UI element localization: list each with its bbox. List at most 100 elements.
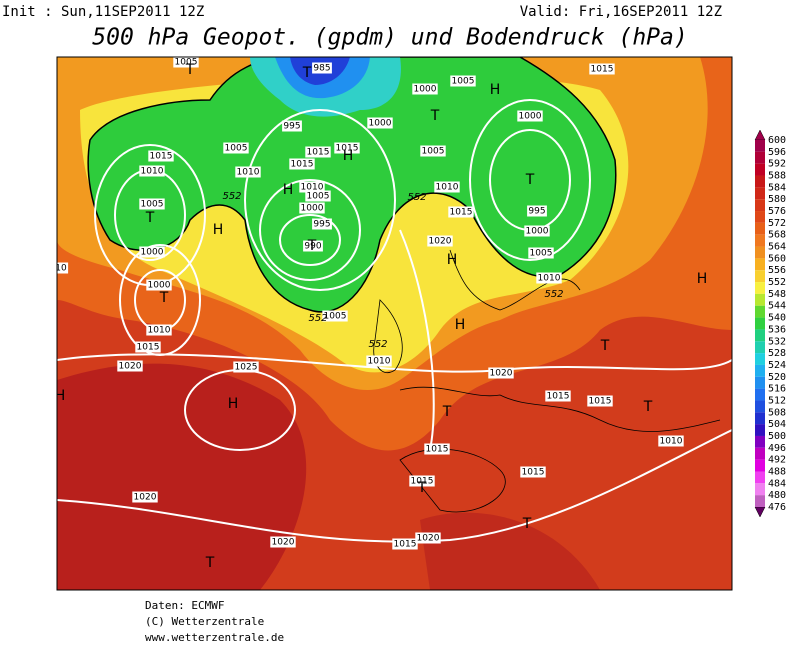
pressure-center: H: [228, 396, 239, 412]
pressure-center: T: [430, 108, 440, 124]
pressure-center: T: [417, 480, 427, 496]
isobar-label-box: [545, 390, 571, 402]
cbar-swatch: [755, 163, 765, 176]
isobar-label: 1010: [368, 357, 391, 367]
isobar-label-box: [139, 246, 165, 258]
isobar-label-box: [132, 491, 158, 503]
isobar-label: 1015: [547, 392, 570, 402]
pressure-center: T: [205, 555, 215, 571]
pressure-center: H: [697, 271, 708, 287]
isobar-label: 1020: [272, 538, 295, 548]
cbar-label: 572: [768, 218, 786, 229]
cbar-swatch: [755, 471, 765, 484]
cbar-swatch: [755, 258, 765, 271]
pressure-center: H: [55, 388, 66, 404]
isobar-label: 1015: [137, 343, 160, 353]
isobar-label-box: [299, 181, 325, 193]
isobar-label: 1020: [429, 237, 452, 247]
isobar-label: 985: [313, 64, 330, 74]
pressure-center: H: [490, 82, 501, 98]
isobar-label: 1000: [526, 227, 549, 237]
geopot-label: 552: [368, 339, 387, 350]
valid-time: Valid: Fri,16SEP2011 12Z: [520, 4, 722, 20]
pressure-center: T: [600, 338, 610, 354]
cbar-label: 560: [768, 253, 786, 264]
isobar-label: 1005: [324, 312, 347, 322]
cbar-label: 516: [768, 384, 786, 395]
isobar-label: 1015: [291, 160, 314, 170]
cbar-label: 520: [768, 372, 786, 383]
map-title: 500 hPa Geopot. (gpdm) und Bodendruck (h…: [92, 25, 687, 51]
isobar-label: 1020: [490, 369, 513, 379]
isobar-label: 995: [313, 220, 330, 230]
cbar-swatch: [755, 151, 765, 164]
map-frame: [56, 56, 733, 591]
isobar-label: 1005: [422, 147, 445, 157]
isobar-label-box: [312, 62, 332, 74]
isobar-label-box: [450, 75, 476, 87]
cbar-swatch: [755, 495, 765, 507]
isobar-label-box: [173, 57, 199, 68]
cbar-swatch: [755, 211, 765, 223]
isobar-label: 10: [55, 264, 67, 274]
cbar-swatch: [755, 140, 765, 152]
cbar-swatch: [755, 222, 765, 235]
isobar-label-box: [658, 435, 684, 447]
isobar-label: 1000: [141, 248, 164, 258]
isobar-label-box: [415, 532, 441, 544]
isobar-label-box: [282, 120, 302, 132]
cbar-label: 528: [768, 348, 786, 359]
cbar-swatch: [755, 435, 765, 448]
cbar-label: 568: [768, 230, 786, 241]
pressure-center: T: [159, 290, 169, 306]
isobar-label: 1000: [148, 281, 171, 291]
cbar-swatch: [755, 234, 765, 247]
cbar-label: 524: [768, 360, 786, 371]
cbar-label: 500: [768, 431, 786, 442]
isobar-label: 1015: [589, 397, 612, 407]
geopot-label: 552: [407, 192, 426, 203]
isobar-label-box: [409, 475, 435, 487]
isobar-label-box: [424, 443, 450, 455]
isobar-label: 1010: [436, 183, 459, 193]
isobar-label-box: [146, 279, 172, 291]
isobar-label-box: [366, 355, 392, 367]
isobar-label-box: [412, 83, 438, 95]
isobar-label-box: [524, 225, 550, 237]
cbar-label: 484: [768, 478, 786, 489]
cbar-swatch: [755, 293, 765, 306]
cbar-swatch: [755, 376, 765, 389]
pressure-center: T: [145, 210, 155, 226]
cbar-label: 596: [768, 147, 786, 158]
map: 985 1005 1005 1015 1000 1000 995 1005 1015 1015 10…: [55, 57, 732, 590]
isobar-label-box: [392, 538, 418, 550]
isobar-label: 1005: [225, 144, 248, 154]
isobar-label-box: [57, 262, 69, 274]
isobar-label: 1005: [141, 200, 164, 210]
isobar-label-box: [299, 202, 325, 214]
cbar-label: 592: [768, 159, 786, 170]
cbar-label: 536: [768, 324, 786, 335]
cbar-label: 600: [768, 135, 786, 146]
isobar-label-box: [448, 206, 474, 218]
cbar-swatch: [755, 270, 765, 283]
cbar-swatch: [755, 246, 765, 259]
geopot-label: 552: [222, 191, 241, 202]
isobar-label: 1005: [530, 249, 553, 259]
cbar-top: [754, 129, 766, 141]
isobar-label-box: [146, 324, 172, 336]
isobar-label: 1015: [450, 208, 473, 218]
cbar-label: 496: [768, 443, 786, 454]
isobar-label: 1015: [426, 445, 449, 455]
isobar-label-box: [520, 466, 546, 478]
cbar-swatch: [755, 400, 765, 413]
cbar-label: 504: [768, 419, 786, 430]
source: Daten: ECMWF: [145, 599, 224, 612]
pressure-center: H: [455, 317, 466, 333]
isobar-label-box: [312, 218, 332, 230]
isobar-label-box: [139, 198, 165, 210]
cbar-label: 480: [768, 490, 786, 501]
isobar-label-box: [305, 190, 331, 202]
pressure-center: T: [302, 65, 312, 81]
